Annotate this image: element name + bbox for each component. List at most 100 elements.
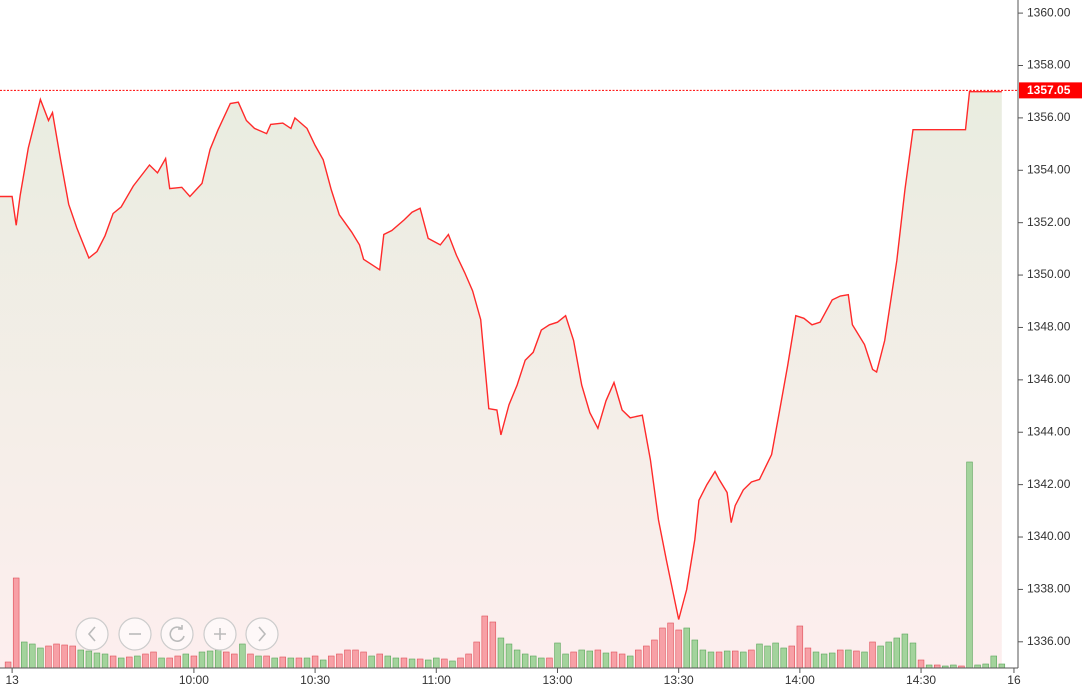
- x-tick-label: 13:30: [664, 673, 694, 687]
- volume-bar: [570, 651, 577, 669]
- volume-bar: [723, 650, 731, 669]
- volume-bar: [748, 649, 755, 669]
- volume-bar: [618, 653, 626, 669]
- reset-button[interactable]: [160, 617, 194, 651]
- x-tick-label: 14:30: [906, 673, 936, 687]
- volume-bar: [295, 657, 303, 669]
- volume-bar: [635, 649, 642, 669]
- x-tick-label: 13:00: [542, 673, 572, 687]
- volume-bar: [651, 639, 658, 669]
- volume-bar: [473, 641, 480, 669]
- volume-bar: [263, 655, 270, 669]
- volume-bar: [126, 656, 133, 669]
- volume-bar: [158, 657, 165, 669]
- volume-bar: [101, 653, 109, 669]
- volume-bar: [449, 660, 456, 669]
- volume-bar: [271, 657, 278, 669]
- volume-bar: [352, 649, 359, 669]
- x-tick-label: 16: [1007, 673, 1021, 687]
- volume-bar: [812, 651, 820, 669]
- y-tick-label: 1340.00: [1027, 529, 1071, 543]
- y-tick-label: 1344.00: [1027, 424, 1071, 438]
- volume-bar: [174, 655, 181, 669]
- volume-bar: [303, 657, 311, 669]
- volume-bar: [198, 651, 206, 669]
- volume-bar: [93, 652, 101, 669]
- volume-bar: [877, 645, 884, 669]
- scroll-right-button[interactable]: [245, 617, 279, 651]
- volume-bar: [772, 642, 779, 669]
- volume-bar: [780, 647, 787, 669]
- zoom-out-button[interactable]: [118, 617, 152, 651]
- y-tick-label: 1354.00: [1027, 162, 1071, 176]
- scroll-left-button[interactable]: [75, 617, 109, 651]
- volume-bar: [893, 637, 901, 669]
- volume-bar: [796, 625, 804, 669]
- volume-bar: [311, 655, 319, 669]
- volume-bar: [190, 655, 198, 669]
- volume-bar: [998, 663, 1006, 669]
- volume-bar: [845, 649, 852, 669]
- zoom-controls[interactable]: [75, 617, 279, 651]
- y-tick-label: 1350.00: [1027, 267, 1071, 281]
- volume-bar: [594, 649, 602, 669]
- volume-bar: [441, 658, 448, 669]
- volume-bar: [255, 655, 262, 669]
- volume-bar: [37, 647, 44, 669]
- volume-bar: [247, 653, 254, 669]
- volume-bar: [764, 645, 771, 669]
- volume-bar: [756, 643, 763, 669]
- volume-bar: [134, 655, 141, 669]
- x-tick-label: 14:00: [785, 673, 815, 687]
- volume-bar: [820, 653, 828, 669]
- volume-bar: [740, 651, 747, 669]
- volume-bar: [667, 622, 674, 669]
- volume-bar: [578, 649, 585, 669]
- volume-bar: [182, 653, 190, 669]
- last-price-label: 1357.05: [1027, 83, 1071, 97]
- volume-bar: [223, 651, 230, 669]
- volume-bar: [117, 657, 125, 669]
- volume-bar: [715, 651, 723, 669]
- volume-bar: [788, 645, 795, 669]
- y-tick-label: 1360.00: [1027, 5, 1071, 19]
- zoom-in-button[interactable]: [203, 617, 237, 651]
- volume-bar: [732, 650, 739, 669]
- volume-bar: [505, 643, 513, 669]
- volume-bar: [602, 652, 610, 669]
- y-tick-label: 1338.00: [1027, 582, 1071, 596]
- volume-bar: [336, 653, 343, 669]
- volume-bar: [239, 643, 246, 669]
- volume-bar: [691, 639, 699, 669]
- volume-bar: [966, 461, 973, 669]
- volume-bar: [643, 645, 650, 669]
- volume-bar: [837, 649, 844, 669]
- x-tick-label: 13: [5, 673, 19, 687]
- volume-bar: [457, 657, 464, 669]
- price-area: [0, 91, 1002, 668]
- volume-bar: [659, 627, 666, 669]
- y-tick-label: 1352.00: [1027, 215, 1071, 229]
- volume-bar: [562, 653, 569, 669]
- volume-bar: [319, 659, 327, 669]
- volume-bar: [546, 657, 553, 669]
- volume-bar: [513, 649, 521, 669]
- volume-bar: [707, 651, 715, 669]
- volume-bar: [861, 651, 868, 669]
- volume-bar: [433, 657, 440, 669]
- volume-bar: [214, 649, 222, 669]
- x-tick-label: 10:30: [300, 673, 330, 687]
- volume-bar: [675, 629, 682, 669]
- volume-bar: [885, 641, 892, 669]
- volume-bar: [231, 653, 238, 669]
- volume-bar: [917, 659, 925, 669]
- volume-bar: [982, 663, 989, 669]
- volume-bar: [69, 645, 76, 669]
- y-tick-label: 1346.00: [1027, 372, 1071, 386]
- volume-bar: [853, 650, 860, 669]
- volume-bar: [610, 651, 618, 669]
- volume-bar: [497, 637, 505, 669]
- volume-bar: [554, 642, 561, 669]
- volume-bar: [481, 615, 488, 669]
